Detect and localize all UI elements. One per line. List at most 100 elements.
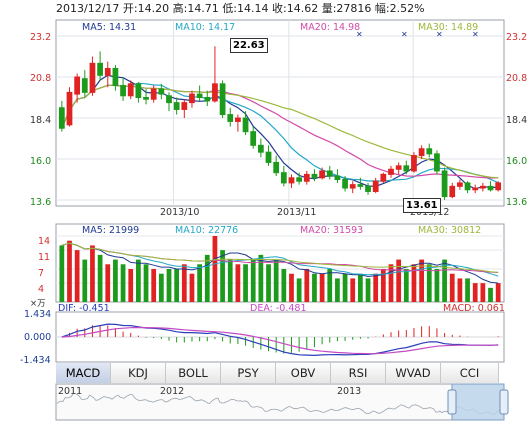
price-ma10-label: MA10: 14.17	[175, 22, 236, 33]
candle-up	[189, 93, 195, 104]
macd-y-tick: 0.000	[24, 332, 52, 343]
volume-bar	[457, 278, 463, 302]
volume-bar	[449, 273, 455, 302]
high-marker: 22.63	[230, 38, 268, 53]
volume-ma20-label: MA20: 31593	[300, 225, 364, 236]
tab-kdj[interactable]: KDJ	[111, 363, 166, 383]
volume-bar	[82, 259, 88, 302]
volume-bar	[227, 259, 233, 302]
macd-y-tick: 1.434	[24, 309, 52, 320]
volume-bar	[74, 250, 80, 302]
volume-y-tick: 14	[38, 236, 51, 247]
tab-psy[interactable]: PSY	[221, 363, 276, 383]
volume-bar	[289, 273, 294, 302]
volume-bar	[158, 273, 164, 302]
event-marker-icon: ✕	[436, 30, 443, 39]
candle-down	[311, 173, 318, 179]
candle-down	[250, 131, 257, 146]
volume-bar	[335, 278, 340, 302]
volume-bar	[113, 259, 118, 302]
quote-close: 收:14.62	[272, 2, 319, 15]
candle-down	[97, 62, 103, 76]
candle-down	[426, 148, 433, 155]
macd-lines	[61, 323, 499, 357]
volume-bar	[342, 273, 348, 302]
volume-bar	[358, 273, 363, 302]
price-y-tick-right: 13.6	[506, 197, 528, 208]
volume-ma30-line	[61, 242, 499, 273]
candle-down	[326, 170, 333, 177]
volume-bar	[258, 254, 264, 302]
candle-up	[74, 76, 81, 95]
volume-bar	[380, 269, 386, 302]
volume-bar	[434, 269, 440, 302]
price-y-tick-right: 16.0	[506, 156, 528, 167]
volume-unit: ×万	[30, 299, 46, 309]
candle-up	[411, 155, 417, 172]
price-ma5-line	[61, 74, 499, 190]
volume-bar	[197, 264, 202, 302]
candle-up	[235, 117, 241, 122]
overview-selection[interactable]	[451, 383, 505, 421]
candle-down	[342, 179, 348, 189]
volume-bar	[212, 236, 218, 302]
event-marker-icon: ✕	[401, 30, 408, 39]
candle-up	[127, 83, 134, 97]
volume-bar	[411, 264, 417, 302]
candle-down	[173, 102, 180, 110]
candle-down	[257, 144, 264, 153]
tab-rsi[interactable]: RSI	[331, 363, 386, 383]
candle-up	[449, 185, 456, 198]
volume-bar	[373, 273, 379, 302]
candle-down	[120, 85, 126, 97]
tab-wvad[interactable]: WVAD	[386, 363, 441, 383]
volume-y-tick: 4	[38, 284, 45, 295]
volume-bar	[128, 269, 134, 302]
volume-bar	[480, 283, 486, 302]
low-marker: 13.61	[403, 198, 441, 213]
tab-boll[interactable]: BOLL	[166, 363, 221, 383]
volume-bar	[90, 245, 95, 302]
volume-bar	[243, 264, 248, 302]
macd-y-tick: -1.434	[20, 355, 51, 366]
candle-down	[265, 151, 272, 163]
price-ma-lines	[61, 74, 499, 190]
event-marker-icon: ✕	[356, 30, 363, 39]
candle-up	[319, 170, 325, 179]
volume-ma30-label: MA30: 30812	[418, 225, 482, 236]
tab-cci[interactable]: CCI	[441, 363, 499, 383]
candle-down	[135, 83, 142, 99]
volume-bar	[488, 287, 493, 302]
candle-up	[150, 88, 157, 100]
candle-down	[196, 93, 203, 99]
price-y-tick: 13.6	[30, 197, 52, 208]
volume-bar	[220, 250, 225, 302]
overview-right-handle[interactable]	[499, 389, 509, 415]
price-x-tick: 2013/10	[160, 207, 200, 218]
candle-down	[334, 175, 341, 180]
volume-bar	[250, 259, 256, 302]
volume-bar	[120, 264, 126, 302]
candle-up	[303, 173, 310, 182]
candle-down	[357, 184, 364, 187]
volume-bar	[312, 273, 317, 302]
volume-bar	[327, 269, 333, 302]
volume-bar	[419, 259, 424, 302]
candle-up	[472, 187, 479, 191]
candle-down	[273, 161, 280, 174]
volume-bar	[442, 259, 447, 302]
price-y-tick-right: 20.8	[506, 73, 528, 84]
macd-dif-label: DIF: -0.451	[58, 303, 110, 314]
candle-down	[487, 185, 494, 191]
tab-macd[interactable]: MACD	[56, 363, 111, 383]
candle-down	[166, 95, 172, 104]
volume-bar	[350, 278, 356, 302]
tab-obv[interactable]: OBV	[276, 363, 331, 383]
volume-bars	[59, 236, 501, 302]
volume-bar	[273, 259, 279, 302]
quote-change: 幅:2.52%	[374, 2, 425, 15]
overview-left-handle[interactable]	[447, 389, 457, 415]
overview-year: 2013	[337, 386, 362, 397]
volume-bar	[189, 273, 195, 302]
